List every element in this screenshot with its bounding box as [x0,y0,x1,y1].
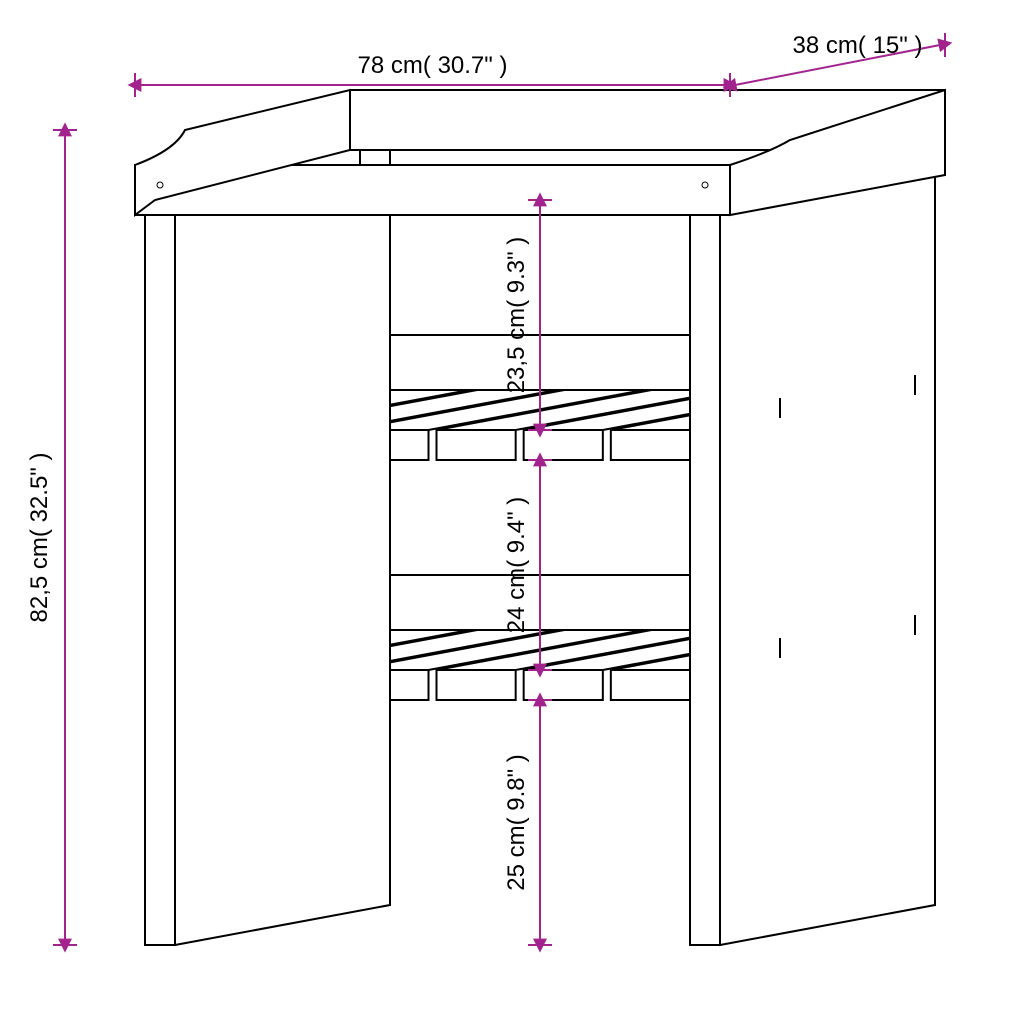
dimension-label: 78 cm( 30.7" ) [358,52,508,79]
dimension-label: 23,5 cm( 9.3" ) [503,237,530,394]
dimension-label: 38 cm( 15" ) [793,32,923,59]
dimension-label: 25 cm( 9.8" ) [503,754,530,891]
dimension-label: 82,5 cm( 32.5" ) [26,453,53,623]
dimension-label: 24 cm( 9.4" ) [503,497,530,634]
